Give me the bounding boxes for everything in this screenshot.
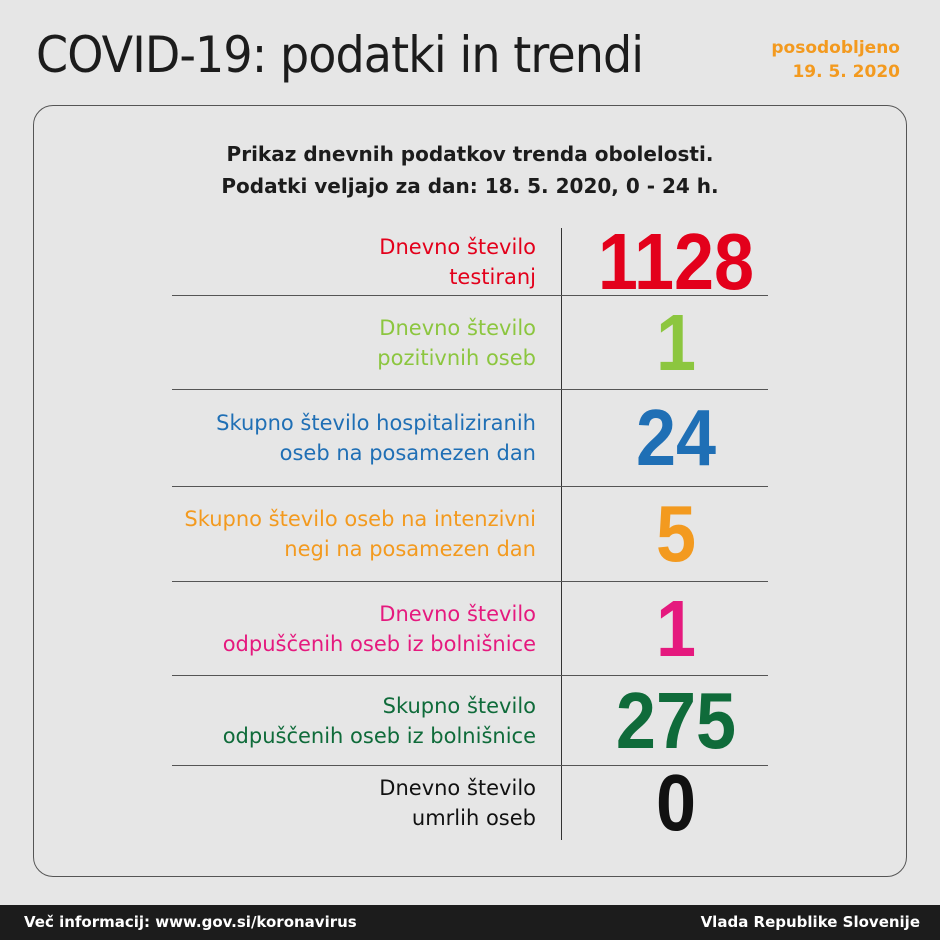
- stat-row: Skupno število hospitaliziranih oseb na p…: [172, 390, 768, 487]
- stat-row: Dnevno število odpuščenih oseb iz bolnišn…: [172, 582, 768, 676]
- column-divider: [561, 228, 562, 840]
- stat-label-line-2: odpuščenih oseb iz bolnišnice: [222, 723, 536, 748]
- stat-row: Skupno število odpuščenih oseb iz bolnišn…: [172, 676, 768, 766]
- stat-label-line-1: Dnevno število: [379, 315, 536, 340]
- stat-label-line-1: Skupno število: [382, 693, 536, 718]
- stat-label-line-2: pozitivnih oseb: [377, 345, 536, 370]
- stat-label-line-1: Dnevno število: [379, 234, 536, 259]
- stat-label: Dnevno število odpuščenih oseb iz bolnišn…: [116, 599, 536, 659]
- updated-info: posodobljeno 19. 5. 2020: [771, 36, 900, 84]
- stat-value: 5: [655, 489, 697, 578]
- stat-value: 1: [655, 583, 697, 673]
- stat-label-line-1: Dnevno število: [379, 601, 536, 626]
- subtitle-line-1: Prikaz dnevnih podatkov trenda obolelost…: [226, 142, 714, 166]
- stat-value: 1: [655, 297, 697, 387]
- stat-value: 0: [655, 758, 697, 847]
- stat-label-line-2: negi na posamezen dan: [284, 537, 536, 561]
- stat-label-line-1: Skupno število oseb na intenzivni: [184, 507, 536, 531]
- stat-label: Dnevno število umrlih oseb: [116, 773, 536, 833]
- stat-label-line-2: umrlih oseb: [411, 806, 536, 830]
- footer-bar: Več informacij: www.gov.si/koronavirus V…: [0, 905, 940, 940]
- stat-row: Dnevno število testiranj 1128: [172, 221, 768, 301]
- page-title: COVID-19: podatki in trendi: [36, 26, 644, 84]
- stat-row: Dnevno število umrlih oseb 0: [172, 763, 768, 843]
- stat-row: Dnevno število pozitivnih oseb 1: [172, 296, 768, 390]
- stat-label-line-2: odpuščenih oseb iz bolnišnice: [222, 631, 536, 656]
- updated-date: 19. 5. 2020: [792, 62, 900, 82]
- stat-value: 24: [635, 393, 717, 482]
- stat-label: Dnevno število pozitivnih oseb: [116, 313, 536, 373]
- subtitle: Prikaz dnevnih podatkov trenda obolelost…: [0, 138, 940, 202]
- stat-label: Dnevno število testiranj: [116, 232, 536, 292]
- stat-label: Skupno število oseb na intenzivni negi na…: [116, 504, 536, 564]
- stat-row: Skupno število oseb na intenzivni negi na…: [172, 487, 768, 582]
- stats-card: [33, 105, 907, 877]
- stat-label-line-1: Skupno število hospitaliziranih: [216, 411, 536, 435]
- stat-label: Skupno število hospitaliziranih oseb na p…: [116, 408, 536, 468]
- updated-label: posodobljeno: [771, 38, 900, 58]
- stat-value: 1128: [597, 216, 755, 306]
- stat-value: 275: [615, 675, 737, 765]
- stat-label-line-2: testiranj: [449, 264, 536, 289]
- footer-info-link[interactable]: Več informacij: www.gov.si/koronavirus: [24, 913, 357, 931]
- subtitle-line-2: Podatki veljajo za dan: 18. 5. 2020, 0 -…: [221, 174, 719, 198]
- footer-org: Vlada Republike Slovenije: [700, 913, 920, 931]
- stat-label-line-2: oseb na posamezen dan: [279, 441, 536, 465]
- stat-label-line-1: Dnevno število: [379, 776, 536, 800]
- stat-label: Skupno število odpuščenih oseb iz bolnišn…: [116, 691, 536, 751]
